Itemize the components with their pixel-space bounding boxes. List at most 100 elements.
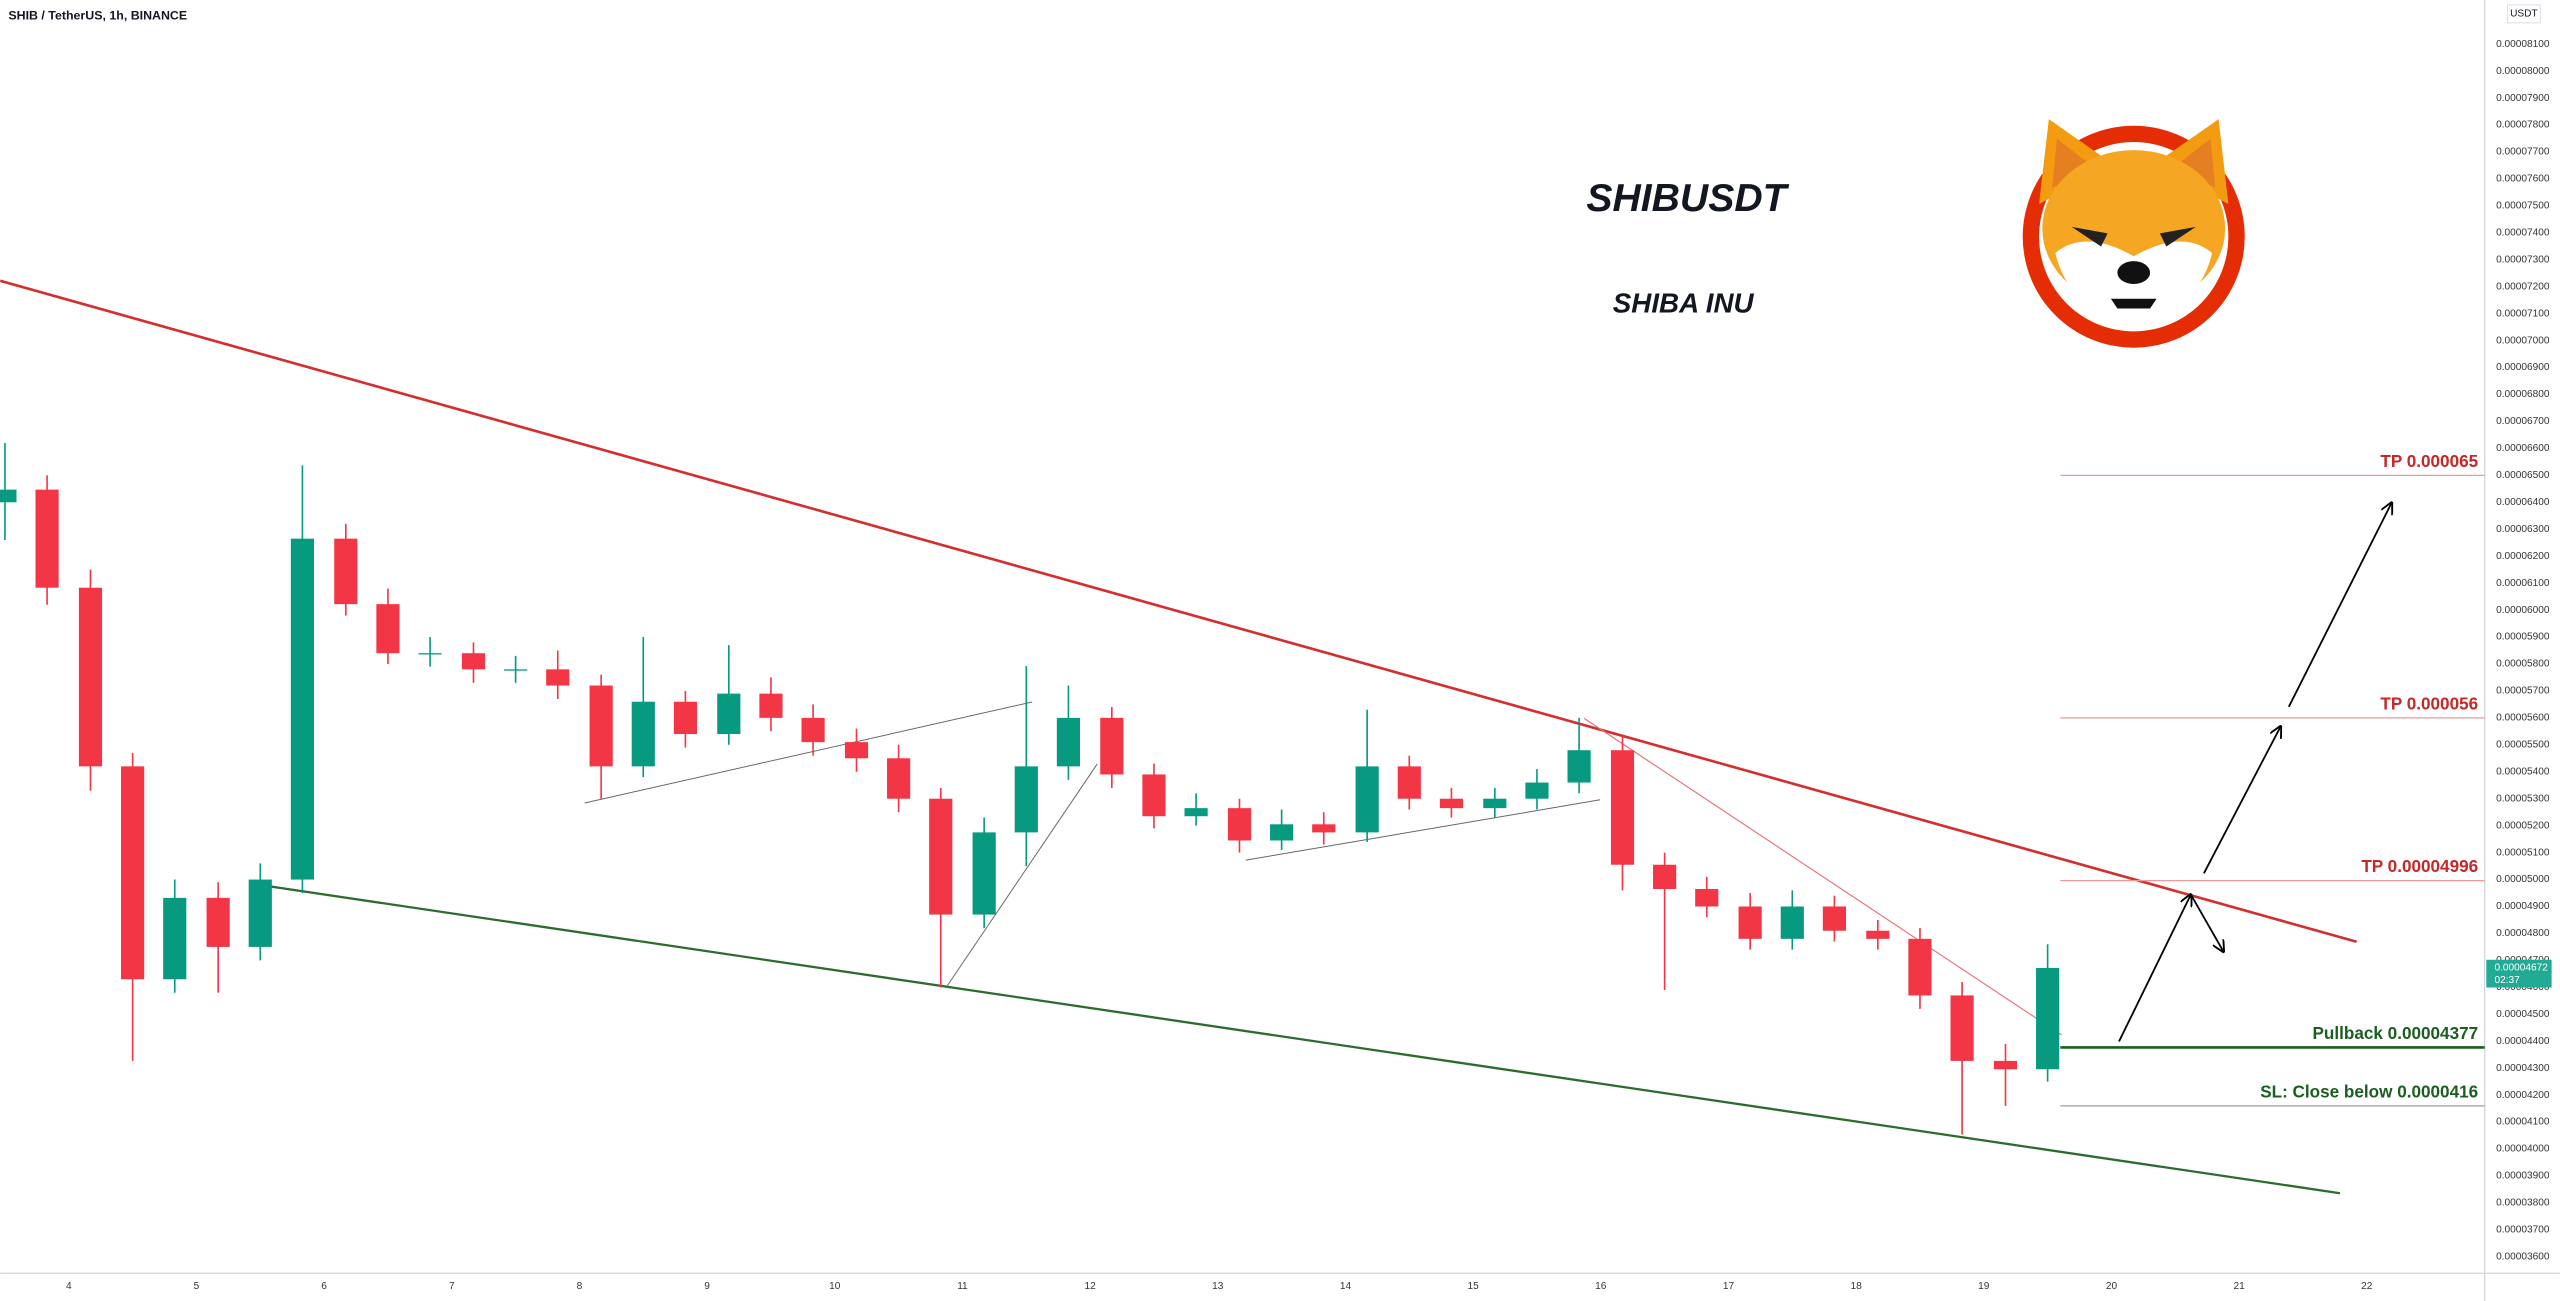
trendline — [1583, 717, 2062, 1036]
y-tick-label: 0.00006500 — [2496, 470, 2550, 481]
candle-body — [546, 669, 570, 686]
candle-body — [1993, 1060, 2018, 1070]
candle-body — [1822, 906, 1847, 931]
candle-body — [1312, 824, 1336, 833]
price-tag-label: 0.00004672 — [2494, 963, 2548, 974]
candle-body — [1610, 750, 1635, 865]
x-tick-label: 4 — [66, 1281, 72, 1292]
candle-body — [972, 832, 996, 915]
candle-body — [163, 897, 187, 980]
x-tick-label: 16 — [1595, 1281, 1607, 1292]
y-tick-label: 0.00006700 — [2496, 416, 2550, 427]
candle-body — [1866, 930, 1890, 939]
candle-body — [121, 766, 145, 980]
x-tick-label: 7 — [449, 1281, 455, 1292]
x-tick-label: 19 — [1978, 1281, 1990, 1292]
candle-body — [1525, 782, 1549, 799]
trendline — [584, 701, 1033, 804]
y-tick-label: 0.00007800 — [2496, 120, 2550, 131]
candle-body — [1014, 766, 1038, 833]
candle-body — [844, 742, 869, 759]
price-tag — [2486, 959, 2552, 988]
candle-body — [1908, 938, 1932, 996]
x-tick-label: 10 — [829, 1281, 841, 1292]
y-tick-label: 0.00006400 — [2496, 497, 2550, 508]
candle-body — [1142, 774, 1166, 817]
candle-body — [1483, 798, 1507, 809]
x-tick-label: 18 — [1851, 1281, 1863, 1292]
x-tick-label: 9 — [704, 1281, 710, 1292]
trendline — [1245, 799, 1601, 861]
candle-body — [1397, 766, 1421, 799]
candle-body — [334, 538, 358, 605]
candle-body — [290, 538, 314, 880]
y-tick-label: 0.00004200 — [2496, 1090, 2550, 1101]
x-tick-label: 6 — [321, 1281, 327, 1292]
y-tick-label: 0.00004300 — [2496, 1063, 2550, 1074]
y-tick-label: 0.00007600 — [2496, 174, 2550, 185]
level-label: TP 0.000065 — [2380, 451, 2478, 471]
y-tick-label: 0.00005100 — [2496, 847, 2550, 858]
y-tick-label: 0.00006000 — [2496, 605, 2550, 616]
x-tick-label: 12 — [1084, 1281, 1096, 1292]
y-tick-label: 0.00006800 — [2496, 389, 2550, 400]
y-tick-label: 0.00007200 — [2496, 281, 2550, 292]
y-tick-label: 0.00006900 — [2496, 362, 2550, 373]
y-tick-label: 0.00005000 — [2496, 874, 2550, 885]
y-tick-label: 0.00005900 — [2496, 632, 2550, 643]
y-tick-label: 0.00008100 — [2496, 39, 2550, 50]
y-tick-label: 0.00007400 — [2496, 227, 2550, 238]
level-label: SL: Close below 0.0000416 — [2260, 1081, 2478, 1101]
y-tick-label: 0.00007300 — [2496, 254, 2550, 265]
candle-body — [418, 653, 442, 655]
candle-body — [1100, 717, 1124, 775]
currency: USDT — [2510, 9, 2538, 20]
y-tick-label: 0.00007100 — [2496, 308, 2550, 319]
y-tick-label: 0.00004400 — [2496, 1036, 2550, 1047]
candle-body — [1653, 864, 1677, 889]
candle-body — [248, 879, 272, 947]
candle-body — [1780, 906, 1804, 939]
candle-body — [461, 653, 486, 670]
y-tick-label: 0.00005600 — [2496, 713, 2550, 724]
candle-body — [1439, 798, 1464, 809]
y-tick-label: 0.00005700 — [2496, 686, 2550, 697]
y-tick-label: 0.00005400 — [2496, 766, 2550, 777]
plot-area — [0, 279, 2357, 1195]
y-tick-label: 0.00005500 — [2496, 739, 2550, 750]
y-tick-label: 0.00007700 — [2496, 147, 2550, 158]
y-tick-label: 0.00003700 — [2496, 1225, 2550, 1236]
y-tick-label: 0.00004800 — [2496, 928, 2550, 939]
candle-body — [1695, 888, 1719, 907]
y-tick-label: 0.00007500 — [2496, 201, 2550, 212]
y-tick-label: 0.00005800 — [2496, 659, 2550, 670]
candle-body — [376, 604, 400, 654]
candle-body — [589, 685, 613, 767]
candle-body — [929, 798, 953, 915]
y-tick-label: 0.00003600 — [2496, 1251, 2550, 1262]
x-tick-label: 22 — [2361, 1281, 2373, 1292]
candle-body — [0, 489, 17, 503]
symbol-label: SHIBUSDT — [1586, 177, 1789, 220]
y-tick-label: 0.00004900 — [2496, 901, 2550, 912]
candle-body — [504, 669, 528, 671]
trendline — [0, 279, 2357, 944]
chart-title: SHIB / TetherUS, 1h, BINANCE — [8, 9, 187, 23]
candle-body — [1567, 750, 1591, 783]
y-tick-label: 0.00008000 — [2496, 66, 2550, 77]
x-tick-label: 21 — [2234, 1281, 2246, 1292]
candle-body — [631, 701, 655, 767]
projection-arrows — [2118, 503, 2392, 1042]
candle-body — [2036, 967, 2060, 1070]
y-tick-label: 0.00005300 — [2496, 793, 2550, 804]
x-tick-label: 20 — [2106, 1281, 2118, 1292]
y-tick-label: 0.00005200 — [2496, 820, 2550, 831]
y-tick-label: 0.00004500 — [2496, 1009, 2550, 1020]
y-tick-label: 0.00007900 — [2496, 93, 2550, 104]
candle-body — [35, 489, 59, 588]
x-tick-label: 17 — [1723, 1281, 1735, 1292]
y-tick-label: 0.00007000 — [2496, 335, 2550, 346]
x-tick-label: 15 — [1467, 1281, 1479, 1292]
candle-body — [206, 897, 230, 947]
